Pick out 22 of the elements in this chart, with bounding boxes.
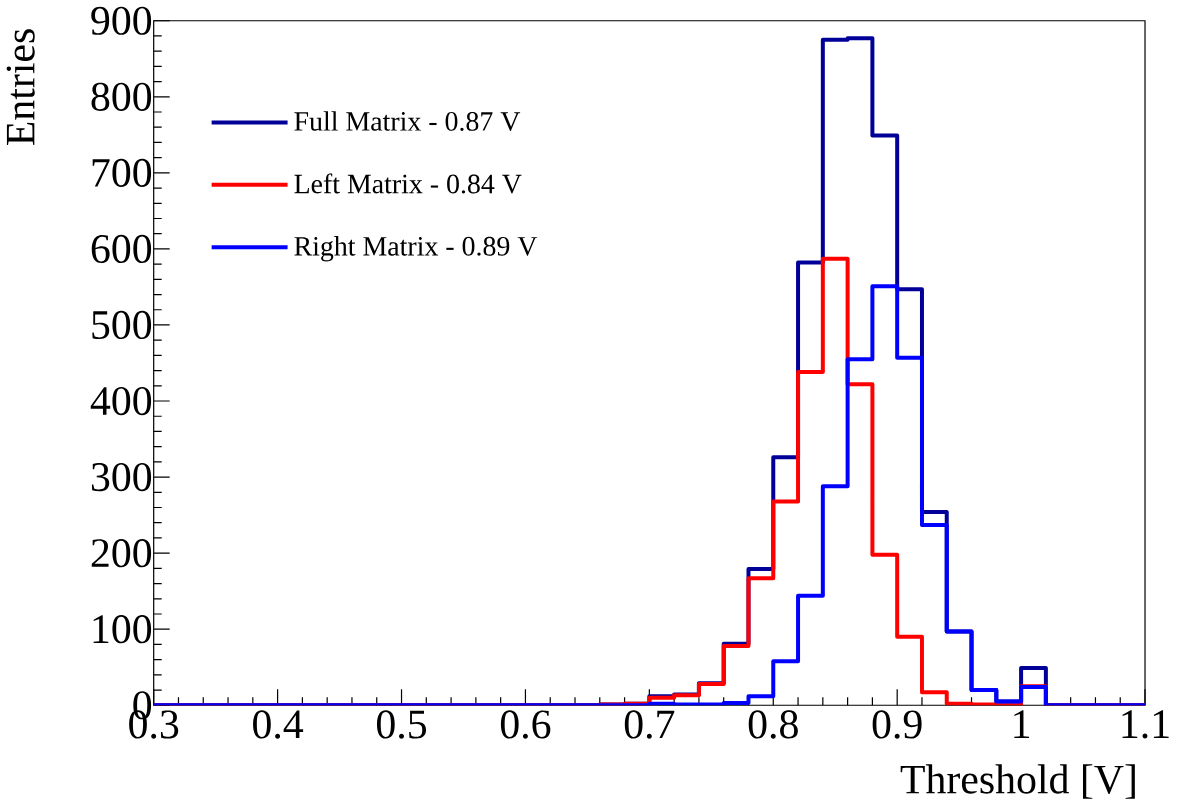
- x-tick-label: 0.9: [872, 710, 922, 739]
- x-tick-label: 0.8: [748, 710, 798, 739]
- y-tick-label: 900: [91, 6, 152, 35]
- x-tick-label: 0.5: [376, 710, 427, 739]
- x-tick-label: 0.4: [253, 710, 304, 739]
- y-axis-title: Entries: [6, 29, 35, 145]
- y-tick-label: 100: [93, 615, 152, 644]
- y-tick-label: 800: [91, 82, 152, 111]
- y-tick-label: 700: [92, 158, 152, 187]
- legend-label: Right Matrix - 0.89 V: [294, 235, 538, 262]
- legend-label: Full Matrix - 0.87 V: [294, 111, 521, 131]
- x-tick-label: 0.7: [624, 710, 675, 739]
- y-tick-label: 200: [91, 538, 152, 568]
- x-tick-label: 1: [1014, 710, 1030, 738]
- x-axis-title: Threshold [V]: [900, 764, 1135, 799]
- x-tick-label: 0.6: [500, 710, 551, 739]
- y-tick-label: 400: [90, 386, 152, 416]
- y-tick-label: 300: [91, 462, 152, 492]
- legend-label: Left Matrix - 0.84 V: [294, 173, 522, 194]
- y-tick-label: 500: [92, 310, 152, 339]
- x-tick-label: 1.1: [1122, 710, 1169, 739]
- y-tick-label: 600: [91, 234, 152, 263]
